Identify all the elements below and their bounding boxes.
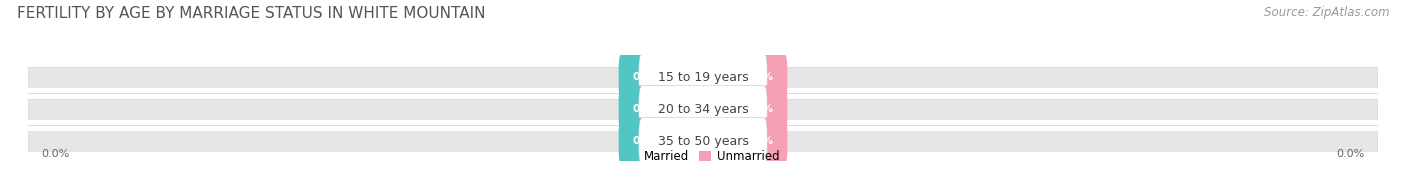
Text: 15 to 19 years: 15 to 19 years [658,71,748,84]
Text: 35 to 50 years: 35 to 50 years [658,135,748,148]
FancyBboxPatch shape [638,54,768,101]
Text: 20 to 34 years: 20 to 34 years [658,103,748,116]
FancyBboxPatch shape [28,99,1378,119]
FancyBboxPatch shape [28,67,1378,87]
Text: 0.0%: 0.0% [744,136,773,146]
Text: 0.0%: 0.0% [633,72,662,82]
FancyBboxPatch shape [619,118,676,165]
Text: 0.0%: 0.0% [744,72,773,82]
Bar [28,132,1378,152]
Text: 0.0%: 0.0% [1336,149,1364,159]
Text: 0.0%: 0.0% [42,149,70,159]
FancyBboxPatch shape [619,86,676,133]
Text: FERTILITY BY AGE BY MARRIAGE STATUS IN WHITE MOUNTAIN: FERTILITY BY AGE BY MARRIAGE STATUS IN W… [17,6,485,21]
Text: 0.0%: 0.0% [633,136,662,146]
Legend: Married, Unmarried: Married, Unmarried [627,150,779,163]
Text: 0.0%: 0.0% [633,104,662,114]
Text: Source: ZipAtlas.com: Source: ZipAtlas.com [1264,6,1389,19]
Bar [28,67,1378,87]
FancyBboxPatch shape [730,118,787,165]
FancyBboxPatch shape [638,86,768,133]
FancyBboxPatch shape [619,54,676,101]
FancyBboxPatch shape [28,132,1378,152]
FancyBboxPatch shape [730,54,787,101]
Text: 0.0%: 0.0% [744,104,773,114]
Bar [28,99,1378,119]
FancyBboxPatch shape [638,118,768,165]
FancyBboxPatch shape [730,86,787,133]
